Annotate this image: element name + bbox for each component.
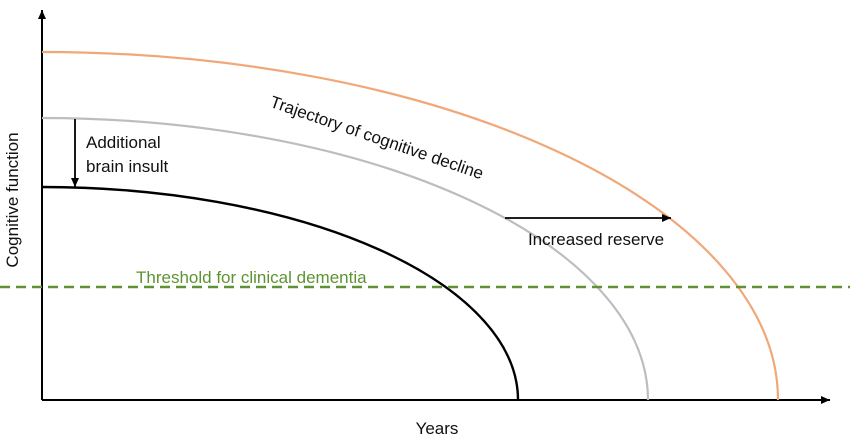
trajectory-label: Trajectory of cognitive decline bbox=[268, 92, 486, 183]
insult-curve bbox=[41, 185, 520, 401]
threshold-label: Threshold for clinical dementia bbox=[136, 268, 367, 287]
insult-label: brain insult bbox=[86, 157, 168, 176]
typical-curve bbox=[41, 116, 650, 401]
x-axis-label: Years bbox=[416, 419, 459, 438]
reserve-label: Increased reserve bbox=[528, 230, 664, 249]
insult-label: Additional bbox=[86, 133, 161, 152]
y-axis-label: Cognitive function bbox=[3, 132, 22, 267]
reserve-curve bbox=[41, 50, 780, 401]
